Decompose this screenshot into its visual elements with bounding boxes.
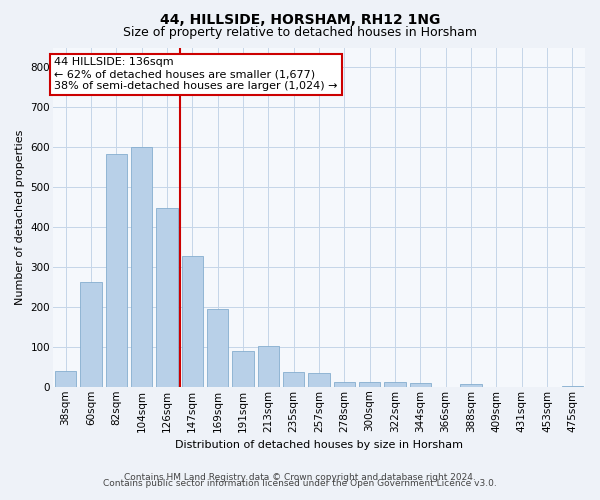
Bar xyxy=(232,351,254,387)
Bar xyxy=(182,256,203,387)
Bar xyxy=(257,346,279,387)
Bar xyxy=(384,382,406,387)
X-axis label: Distribution of detached houses by size in Horsham: Distribution of detached houses by size … xyxy=(175,440,463,450)
Bar xyxy=(359,382,380,387)
Text: 44 HILLSIDE: 136sqm
← 62% of detached houses are smaller (1,677)
38% of semi-det: 44 HILLSIDE: 136sqm ← 62% of detached ho… xyxy=(54,58,338,90)
Y-axis label: Number of detached properties: Number of detached properties xyxy=(15,130,25,305)
Bar xyxy=(562,386,583,387)
Text: 44, HILLSIDE, HORSHAM, RH12 1NG: 44, HILLSIDE, HORSHAM, RH12 1NG xyxy=(160,12,440,26)
Bar xyxy=(334,382,355,387)
Bar xyxy=(410,383,431,387)
Bar xyxy=(80,282,102,387)
Text: Contains public sector information licensed under the Open Government Licence v3: Contains public sector information licen… xyxy=(103,478,497,488)
Text: Size of property relative to detached houses in Horsham: Size of property relative to detached ho… xyxy=(123,26,477,39)
Bar xyxy=(207,309,229,387)
Bar xyxy=(55,371,76,387)
Text: Contains HM Land Registry data © Crown copyright and database right 2024.: Contains HM Land Registry data © Crown c… xyxy=(124,472,476,482)
Bar xyxy=(308,373,330,387)
Bar xyxy=(106,154,127,387)
Bar xyxy=(283,372,304,387)
Bar xyxy=(131,148,152,387)
Bar xyxy=(460,384,482,387)
Bar xyxy=(156,208,178,387)
